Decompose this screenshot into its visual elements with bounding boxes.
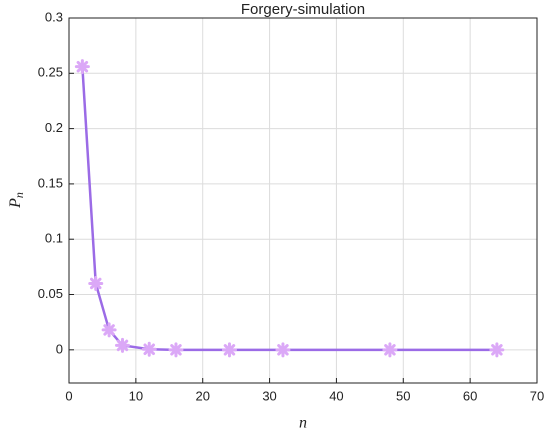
marker-stroke xyxy=(170,344,182,356)
x-tick-label: 70 xyxy=(530,388,544,403)
y-tick-label: 0.25 xyxy=(38,65,63,80)
x-tick-label: 40 xyxy=(329,388,343,403)
marker xyxy=(221,342,237,358)
chart-title: Forgery-simulation xyxy=(241,1,365,18)
marker xyxy=(114,337,130,353)
marker xyxy=(382,342,398,358)
data-line xyxy=(81,66,497,352)
y-axis-label-subscript: n xyxy=(12,192,26,198)
x-tick-label: 0 xyxy=(65,388,72,403)
y-axis-label: Pn xyxy=(7,192,26,209)
y-tick-label: 0.2 xyxy=(45,120,63,135)
marker-stroke xyxy=(116,339,129,352)
marker xyxy=(101,322,117,338)
x-tick-label: 30 xyxy=(262,388,276,403)
marker-stroke xyxy=(76,60,89,73)
plot-frame xyxy=(68,17,538,384)
marker xyxy=(88,275,104,291)
y-tick-label: 0.15 xyxy=(38,175,63,190)
marker-stroke xyxy=(223,344,236,356)
marker xyxy=(74,59,90,75)
marker xyxy=(168,342,184,358)
marker-stroke xyxy=(90,277,102,290)
marker-stroke xyxy=(491,344,503,356)
x-tick-label: 50 xyxy=(396,388,410,403)
marker xyxy=(275,342,291,358)
y-tick-label: 0 xyxy=(56,341,63,356)
marker xyxy=(141,341,157,357)
marker-stroke xyxy=(384,344,396,356)
y-tick-label: 0.3 xyxy=(45,9,63,24)
x-axis-label: n xyxy=(299,415,307,432)
marker-stroke xyxy=(103,324,115,336)
x-tick-label: 20 xyxy=(195,388,209,403)
marker-stroke xyxy=(143,343,155,356)
y-tick-label: 0.1 xyxy=(45,231,63,246)
marker xyxy=(489,342,505,358)
marker-stroke xyxy=(277,344,289,356)
y-axis-label-base: P xyxy=(7,198,24,209)
y-tick-label: 0.05 xyxy=(38,286,63,301)
x-tick-label: 10 xyxy=(129,388,143,403)
x-tick-label: 60 xyxy=(463,388,477,403)
